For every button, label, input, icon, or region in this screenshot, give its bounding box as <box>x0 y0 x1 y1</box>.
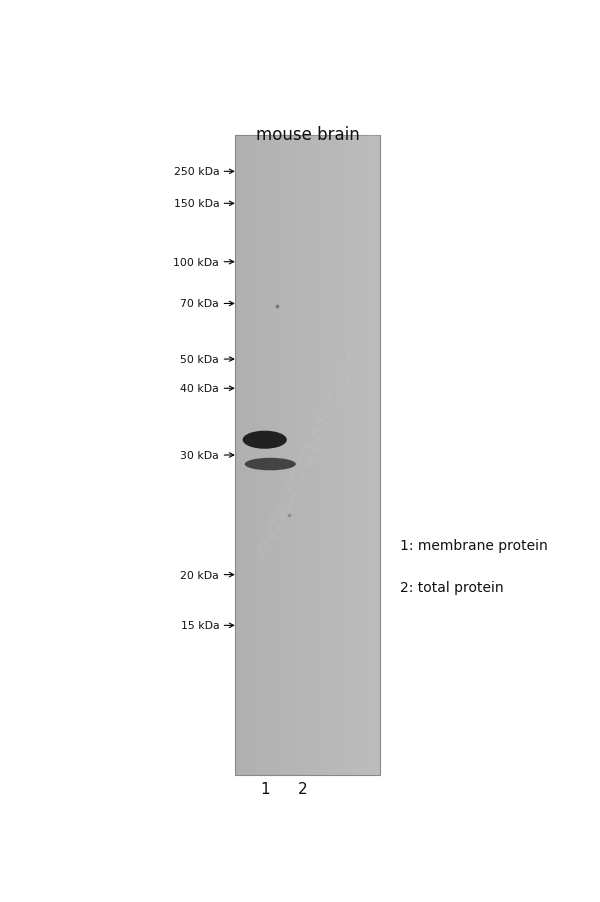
Bar <box>304 136 308 775</box>
Bar <box>311 136 315 775</box>
Bar <box>362 136 365 775</box>
Bar <box>344 136 347 775</box>
Bar <box>373 136 376 775</box>
Text: 150 kDa: 150 kDa <box>173 199 219 209</box>
Bar <box>293 136 296 775</box>
Bar <box>329 136 333 775</box>
Bar <box>300 136 304 775</box>
Ellipse shape <box>242 431 287 449</box>
Text: 50 kDa: 50 kDa <box>181 354 219 364</box>
Text: 250 kDa: 250 kDa <box>173 167 219 177</box>
Bar <box>250 136 253 775</box>
Ellipse shape <box>245 458 296 471</box>
Text: 30 kDa: 30 kDa <box>181 450 219 461</box>
Bar <box>308 136 311 775</box>
Bar <box>319 136 322 775</box>
Text: 2: total protein: 2: total protein <box>401 581 504 594</box>
Text: 2: 2 <box>298 781 308 796</box>
Bar <box>260 136 264 775</box>
Bar <box>242 136 246 775</box>
Bar <box>340 136 344 775</box>
Bar <box>358 136 362 775</box>
Bar <box>333 136 337 775</box>
Text: 20 kDa: 20 kDa <box>181 570 219 580</box>
Bar <box>235 136 380 775</box>
Bar <box>264 136 268 775</box>
Bar <box>282 136 286 775</box>
Bar <box>253 136 257 775</box>
Bar <box>365 136 369 775</box>
Text: 40 kDa: 40 kDa <box>181 384 219 394</box>
Bar <box>268 136 271 775</box>
Text: 70 kDa: 70 kDa <box>181 299 219 309</box>
Bar <box>235 136 239 775</box>
Bar <box>369 136 373 775</box>
Bar <box>326 136 329 775</box>
Text: mouse brain: mouse brain <box>256 125 359 143</box>
Bar <box>322 136 326 775</box>
Bar <box>286 136 289 775</box>
Bar <box>289 136 293 775</box>
Bar <box>246 136 250 775</box>
Text: 1: 1 <box>260 781 269 796</box>
Text: 15 kDa: 15 kDa <box>181 621 219 630</box>
Bar <box>315 136 319 775</box>
Bar <box>257 136 260 775</box>
Bar <box>337 136 340 775</box>
Bar <box>275 136 278 775</box>
Text: WWW.PTGLAB.COM: WWW.PTGLAB.COM <box>250 348 365 563</box>
Text: 100 kDa: 100 kDa <box>173 257 219 267</box>
Bar <box>351 136 355 775</box>
Bar <box>271 136 275 775</box>
Bar <box>376 136 380 775</box>
Bar <box>355 136 358 775</box>
Bar <box>278 136 282 775</box>
Bar <box>296 136 300 775</box>
Text: 1: membrane protein: 1: membrane protein <box>401 538 548 553</box>
Bar <box>347 136 351 775</box>
Bar <box>239 136 242 775</box>
